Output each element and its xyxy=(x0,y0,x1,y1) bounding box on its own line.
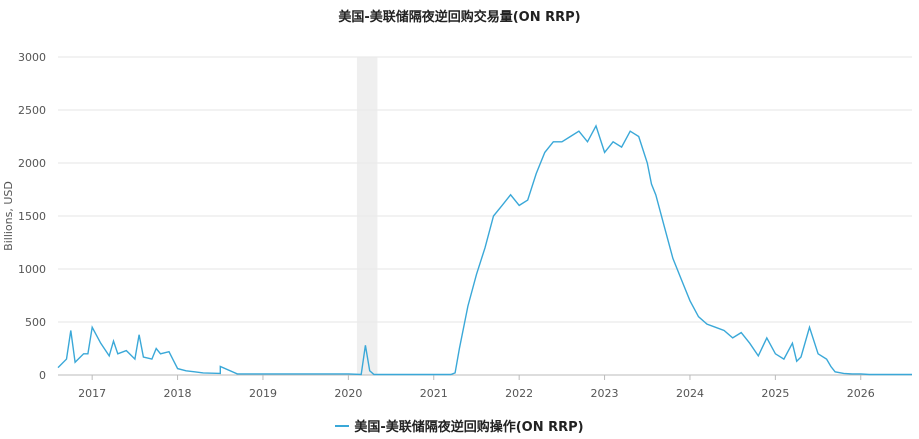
shaded-region xyxy=(356,57,378,375)
grid-lines xyxy=(58,56,912,376)
y-tick-label: 0 xyxy=(39,369,46,382)
x-tick-label: 2020 xyxy=(334,387,362,400)
x-tick-label: 2025 xyxy=(761,387,789,400)
chart-title: 美国-美联储隔夜逆回购交易量(ON RRP) xyxy=(338,10,581,25)
x-tick-label: 2021 xyxy=(420,387,448,400)
x-tick-label: 2026 xyxy=(847,387,875,400)
x-tick-label: 2019 xyxy=(249,387,277,400)
y-tick-label: 1500 xyxy=(18,210,46,223)
y-tick-label: 2000 xyxy=(18,157,46,170)
x-tick-label: 2017 xyxy=(78,387,106,400)
legend[interactable]: 美国-美联储隔夜逆回购操作(ON RRP) xyxy=(0,416,919,435)
x-tick-label: 2024 xyxy=(676,387,704,400)
y-tick-label: 2500 xyxy=(18,104,46,117)
x-tick-label: 2018 xyxy=(164,387,192,400)
legend-label: 美国-美联储隔夜逆回购操作(ON RRP) xyxy=(354,420,584,435)
y-tick-label: 3000 xyxy=(18,51,46,64)
legend-swatch xyxy=(335,424,350,427)
x-tick-label: 2023 xyxy=(591,387,619,400)
y-axis-label: Billions, USD xyxy=(2,181,15,251)
x-tick-label: 2022 xyxy=(505,387,533,400)
y-tick-label: 500 xyxy=(25,316,46,329)
axes: 0 500 1000 1500 2000 2500 3000 2017 2018 2019 2020… xyxy=(18,51,912,400)
y-tick-label: 1000 xyxy=(18,263,46,276)
series-line-on-rrp xyxy=(57,124,912,376)
